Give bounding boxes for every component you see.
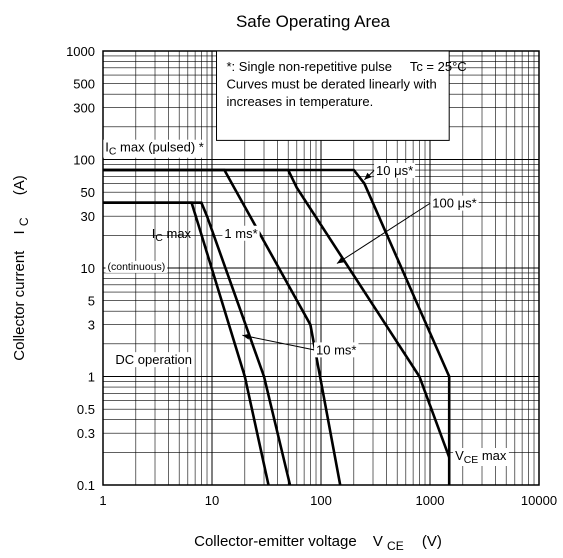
annotation-ic-max-cont: IC max [152,226,192,244]
x-axis-unit: (V) [422,533,442,550]
annotation-arrowhead [336,257,345,264]
y-tick-label: 30 [81,209,95,224]
annotation-text-main: 10 μs* [376,163,413,178]
annotation-text: IC max (pulsed) * [105,140,204,158]
annotation-bg [222,225,260,241]
y-axis-symbol-sub: C [17,217,31,226]
x-axis-label: Collector-emitter voltage V CE (V) [194,533,442,554]
x-tick-label: 10000 [521,493,557,508]
y-tick-label: 500 [73,77,95,92]
annotation-arrowhead [242,333,250,340]
annotation-text: IC max [152,226,192,244]
annotation-text: 1 ms* [224,226,257,241]
annotation-text-main: V [455,448,464,463]
y-tick-label: 1 [88,370,95,385]
annotation-bg [374,162,416,178]
annotation-text: 10 ms* [316,342,356,357]
annotation-text-main: I [152,226,156,241]
chart-title: Safe Operating Area [236,12,391,31]
y-tick-label: 50 [81,185,95,200]
y-tick-label: 0.5 [77,402,95,417]
curve-limit-dc [103,201,270,486]
annotation-bg [105,260,168,273]
annotation-label-10us: 10 μs* [364,162,416,181]
annotation-text-sub: C [109,147,117,158]
note-line: *: Single non-repetitive pulse Tc = 25°C [227,59,467,74]
annotation-continuous: (continuous) [105,260,168,273]
soa-curves [103,168,451,486]
annotation-text-rest: max (pulsed) * [116,140,203,155]
y-tick-label: 3 [88,318,95,333]
y-axis-label: Collector current I C (A) [11,175,32,360]
y-tick-label: 0.1 [77,478,95,493]
curve-limit-1ms [103,168,342,486]
note-line: Curves must be derated linearly with [227,77,437,92]
x-tick-label: 10 [205,493,219,508]
annotation-bg [453,447,509,466]
x-tick-label: 1000 [416,493,445,508]
annotation-text-rest: max [478,448,507,463]
x-tick-label: 1 [99,493,106,508]
annotation-label-100us: 100 μs* [336,195,479,264]
annotation-arrow [336,202,431,264]
y-tick-label: 0.3 [77,426,95,441]
annotation-text-main: 10 ms* [316,342,356,357]
svg-text:Collector current I: Collector current I C (A) [11,175,32,360]
y-axis-unit: (A) [11,175,28,195]
y-axis-symbol: I [11,230,28,234]
y-tick-label: 1000 [66,44,95,59]
annotation-arrow [242,334,315,351]
annotation-arrowhead [364,172,372,180]
annotation-ic-max-pulsed: IC max (pulsed) * [103,139,206,158]
y-tick-label: 300 [73,101,95,116]
annotation-text: 100 μs* [432,196,476,211]
annotation-text-main: I [105,140,109,155]
annotation-vce-max: VCE max [453,447,509,466]
y-tick-label: 100 [73,153,95,168]
annotation-label-1ms: 1 ms* [222,225,260,241]
annotation-text: 10 μs* [376,163,413,178]
annotation-text: (continuous) [108,261,166,273]
note-box: *: Single non-repetitive pulse Tc = 25°C… [216,50,467,141]
x-axis-symbol: V [373,533,383,550]
annotation-text-sub: CE [464,455,479,466]
annotation-bg [430,195,479,211]
annotations: IC max (pulsed) *10 μs*100 μs*1 ms*IC ma… [103,139,509,466]
annotation-text: DC operation [115,352,192,367]
x-axis-symbol-sub: CE [387,539,404,553]
note-box-frame [216,50,450,141]
curve-limit-100us [103,168,451,458]
y-tick-label: 5 [88,294,95,309]
annotation-bg [113,352,195,368]
y-axis-label-text: Collector current [11,250,28,361]
annotation-text-main: (continuous) [108,261,166,273]
x-tick-label: 100 [310,493,332,508]
annotation-text: VCE max [455,448,507,466]
annotation-dc-operation: DC operation [113,352,195,368]
annotation-label-10ms: 10 ms* [242,333,359,358]
annotation-text-rest: max [163,226,192,241]
annotation-text-main: 100 μs* [432,196,476,211]
annotation-text-main: DC operation [115,352,192,367]
annotation-text-sub: C [155,233,163,244]
annotation-bg [314,342,359,358]
tick-labels: 1 10 100 1000 10000 1000 500 300 100 50 30 10 5 3 1 0.5… [66,44,557,508]
annotation-bg [103,139,206,158]
note-line: increases in temperature. [227,94,374,109]
y-tick-label: 10 [81,261,95,276]
x-axis-label-text: Collector-emitter voltage [194,533,357,550]
annotation-text-main: 1 ms* [224,226,257,241]
